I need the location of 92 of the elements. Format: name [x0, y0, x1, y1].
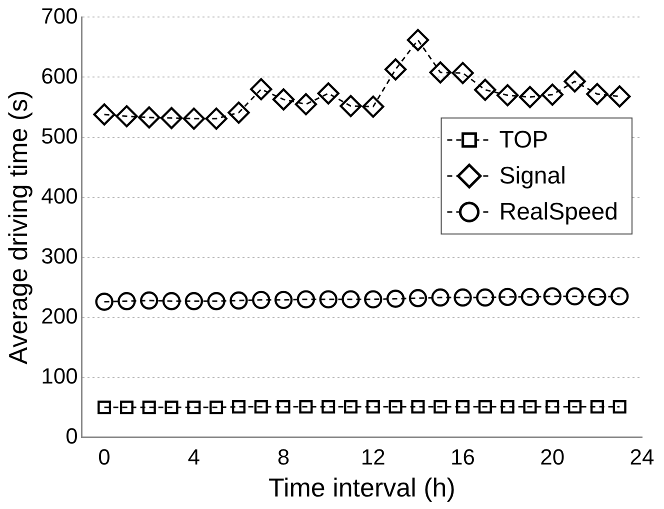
- point: [205, 108, 228, 130]
- point: [274, 290, 293, 310]
- point: [429, 61, 452, 84]
- y-tick-label: 300: [41, 243, 78, 268]
- point: [210, 400, 224, 414]
- x-tick-label: 8: [277, 444, 290, 470]
- point: [116, 105, 138, 128]
- point: [138, 106, 160, 129]
- point: [386, 290, 405, 308]
- point: [586, 82, 608, 106]
- x-tick-label: 20: [540, 444, 565, 470]
- x-tick-label: 4: [188, 444, 200, 470]
- point: [566, 287, 584, 306]
- point: [95, 292, 114, 311]
- point: [388, 400, 402, 414]
- point: [568, 400, 582, 414]
- point: [452, 62, 474, 84]
- point: [408, 289, 428, 308]
- point: [590, 400, 604, 414]
- point: [520, 288, 540, 306]
- point: [612, 400, 626, 414]
- point: [276, 400, 290, 414]
- point: [319, 290, 338, 308]
- point: [500, 400, 514, 414]
- point: [250, 78, 272, 100]
- y-tick-label: 400: [41, 183, 78, 208]
- point: [546, 400, 560, 414]
- point: [454, 288, 472, 307]
- y-tick-label: 600: [41, 63, 78, 88]
- point: [120, 400, 134, 414]
- point: [272, 88, 295, 111]
- point: [476, 288, 494, 307]
- point: [364, 290, 382, 308]
- x-tick-label: 16: [450, 444, 476, 470]
- point: [164, 400, 178, 414]
- point: [296, 290, 316, 308]
- point: [496, 84, 519, 106]
- point: [322, 400, 336, 414]
- point: [342, 290, 360, 308]
- point: [182, 108, 206, 130]
- point: [299, 400, 313, 414]
- point: [406, 28, 430, 52]
- point: [434, 400, 448, 414]
- x-axis-title: Time interval (h): [268, 472, 456, 503]
- x-tick-label: 24: [630, 444, 654, 470]
- point: [518, 86, 542, 108]
- point: [140, 291, 158, 310]
- point: [541, 84, 564, 106]
- point: [142, 400, 156, 414]
- point: [366, 400, 380, 414]
- y-tick-label: 0: [66, 423, 78, 448]
- point: [344, 400, 358, 414]
- y-tick-label: 500: [41, 123, 78, 148]
- legend-label: Signal: [499, 162, 566, 190]
- point: [230, 291, 248, 310]
- point: [160, 106, 183, 130]
- point: [608, 85, 631, 108]
- y-tick-label: 100: [41, 363, 78, 388]
- point: [431, 288, 450, 307]
- point: [207, 292, 226, 310]
- x-tick-label: 0: [98, 444, 110, 470]
- point: [588, 288, 606, 306]
- point: [498, 288, 517, 306]
- point: [228, 102, 250, 124]
- x-tick-label: 12: [360, 444, 386, 470]
- point: [610, 287, 629, 306]
- point: [184, 292, 204, 310]
- point: [384, 58, 407, 81]
- point: [362, 96, 384, 118]
- point: [478, 400, 492, 414]
- y-tick-label: 700: [41, 3, 78, 28]
- point: [474, 78, 496, 101]
- point: [523, 400, 537, 414]
- point: [254, 400, 268, 414]
- y-axis-title: Average driving time (s): [2, 90, 33, 364]
- y-tick-label: 200: [41, 303, 78, 328]
- point: [98, 400, 112, 414]
- legend-label: TOP: [499, 126, 548, 154]
- point: [317, 82, 340, 105]
- legend-label: RealSpeed: [499, 198, 618, 226]
- point: [118, 292, 136, 310]
- point: [411, 400, 425, 414]
- point: [93, 103, 116, 126]
- point: [564, 70, 586, 93]
- point: [232, 400, 246, 414]
- point: [252, 290, 270, 310]
- point: [340, 94, 362, 118]
- point: [456, 400, 470, 414]
- point: [162, 292, 181, 310]
- point: [187, 400, 201, 414]
- point: [294, 93, 318, 116]
- point: [543, 287, 562, 306]
